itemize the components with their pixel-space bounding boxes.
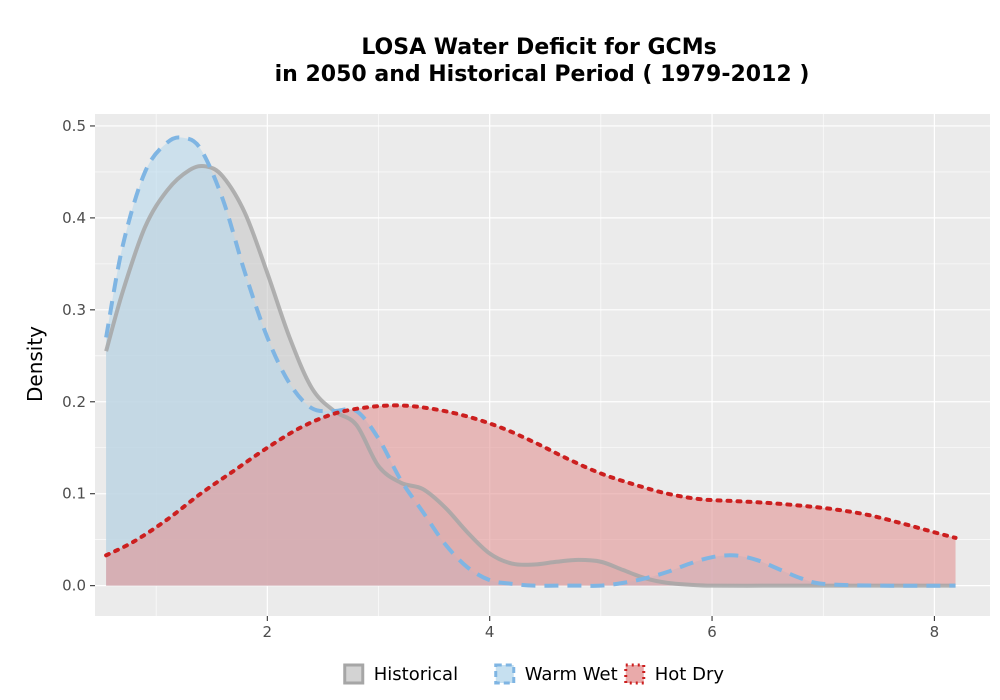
legend-key-hot-dry [624, 663, 646, 685]
x-axis: 2 4 6 8 [263, 616, 940, 641]
y-tick-label: 0.2 [62, 393, 86, 411]
legend-key-warm-wet [494, 663, 516, 685]
legend-item-historical: Historical [343, 663, 458, 685]
legend: Historical Warm Wet Hot Dry [343, 663, 725, 685]
y-tick-label: 0.5 [62, 117, 86, 135]
y-tick-label: 0.1 [62, 485, 86, 503]
legend-key-historical [343, 663, 365, 685]
legend-item-warm-wet: Warm Wet [494, 663, 618, 685]
x-tick-label: 2 [263, 623, 273, 641]
legend-label: Historical [374, 664, 458, 685]
x-tick-label: 4 [485, 623, 495, 641]
legend-item-hot-dry: Hot Dry [624, 663, 725, 685]
line-historical [104, 163, 956, 588]
density-lines [104, 135, 958, 588]
y-tick-label: 0.3 [62, 301, 86, 319]
density-areas [106, 137, 956, 586]
y-axis-title: Density [23, 326, 47, 402]
y-tick-label: 0.4 [62, 209, 86, 227]
y-tick-label: 0.0 [62, 577, 86, 595]
line-warm-wet [104, 135, 956, 588]
x-tick-label: 8 [930, 623, 940, 641]
legend-label: Hot Dry [655, 664, 725, 685]
chart-title-line2: in 2050 and Historical Period ( 1979-201… [275, 62, 810, 87]
legend-label: Warm Wet [525, 664, 618, 685]
y-axis: 0.0 0.1 0.2 0.3 0.4 0.5 [62, 117, 95, 595]
chart-title-line1: LOSA Water Deficit for GCMs [361, 35, 716, 60]
x-tick-label: 6 [707, 623, 717, 641]
area-hot-dry [106, 405, 956, 586]
